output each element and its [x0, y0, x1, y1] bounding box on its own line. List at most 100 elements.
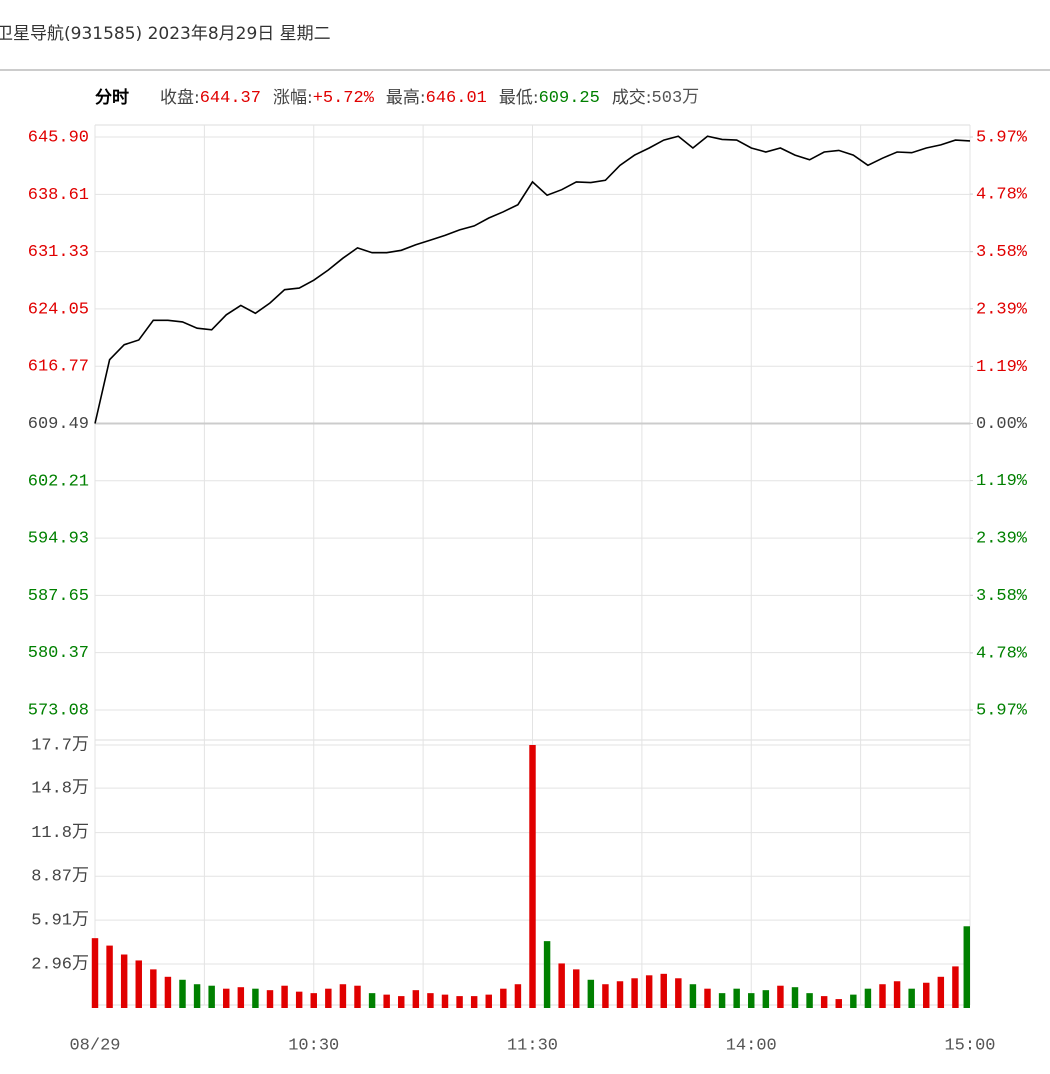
volume-bar — [573, 969, 580, 1008]
y-tick-label: 616.77 — [28, 358, 89, 377]
y2-tick-label: 1.19% — [976, 358, 1028, 377]
y-tick-label: 2.96万 — [31, 955, 89, 975]
volume-bar — [135, 960, 142, 1008]
volume-bar — [850, 994, 857, 1008]
volume-bar — [193, 984, 201, 1008]
info-label: 最低: — [499, 88, 539, 108]
volume-bar — [529, 745, 536, 1008]
volume-bar — [470, 996, 478, 1008]
volume-bar — [441, 994, 449, 1008]
y-tick-label: 587.65 — [28, 587, 89, 606]
y2-tick-label: 2.39% — [976, 300, 1028, 319]
volume-bar — [558, 963, 565, 1008]
volume-bar — [616, 981, 624, 1008]
volume-bar — [398, 996, 405, 1008]
volume-bar — [835, 999, 842, 1008]
volume-bar — [339, 984, 347, 1008]
y-tick-label: 8.87万 — [31, 867, 89, 887]
volume-bar — [893, 981, 901, 1008]
volume-bar — [456, 996, 463, 1008]
volume-bar — [543, 941, 551, 1008]
volume-bar — [718, 993, 726, 1008]
y-tick-label: 602.21 — [28, 472, 89, 491]
y2-tick-label: 5.97% — [976, 701, 1028, 720]
info-value: +5.72% — [313, 89, 375, 108]
volume-bar — [354, 985, 361, 1008]
y2-tick-label: 2.39% — [976, 530, 1028, 549]
info-value: 646.01 — [426, 89, 487, 108]
volume-bar — [806, 993, 813, 1008]
volume-bar — [266, 990, 274, 1008]
y-tick-label: 17.7万 — [31, 735, 89, 755]
y-tick-label: 14.8万 — [31, 779, 89, 799]
volume-bar — [602, 984, 609, 1008]
info-label: 最高: — [386, 88, 426, 108]
volume-bar — [237, 987, 245, 1008]
info-row: 收盘:644.37 涨幅:+5.72% 最高:646.01 最低:609.25 成交:5… — [160, 88, 699, 108]
volume-bar — [252, 988, 259, 1008]
info-label: 涨幅: — [273, 88, 313, 108]
y2-tick-label: 4.78% — [976, 186, 1028, 205]
volume-bar — [937, 976, 945, 1008]
volume-bar — [820, 996, 828, 1008]
y-tick-label: 638.61 — [28, 186, 89, 205]
volume-bar — [923, 982, 930, 1008]
info-label: 成交: — [612, 88, 652, 108]
volume-bar — [660, 973, 667, 1008]
y-tick-label: 645.90 — [28, 128, 89, 147]
y2-tick-label: 3.58% — [976, 587, 1028, 606]
volume-bar — [281, 985, 288, 1008]
y2-tick-label: 3.58% — [976, 243, 1028, 262]
volume-bar — [412, 990, 420, 1008]
volume-bar — [689, 984, 697, 1008]
volume-bar — [150, 969, 157, 1008]
y2-tick-label: 5.97% — [976, 128, 1028, 147]
volume-bar — [631, 978, 638, 1008]
y-tick-label: 11.8万 — [31, 823, 89, 843]
volume-bar — [791, 987, 799, 1008]
volume-bar — [179, 979, 186, 1008]
page-title: 卫星导航(931585) 2023年8月29日 星期二 — [0, 24, 331, 44]
y-tick-label: 624.05 — [28, 300, 89, 319]
volume-bar — [645, 975, 653, 1008]
volume-bar — [223, 988, 230, 1008]
volume-bar — [106, 945, 113, 1008]
volume-bar — [587, 979, 595, 1008]
volume-bar — [295, 991, 303, 1008]
y2-tick-label: 0.00% — [976, 415, 1028, 434]
x-tick-label: 15:00 — [944, 1036, 995, 1055]
volume-bar — [310, 993, 317, 1008]
y-tick-label: 5.91万 — [31, 911, 89, 931]
volume-bar — [91, 938, 99, 1008]
volume-bar — [514, 984, 522, 1008]
y-tick-label: 594.93 — [28, 530, 89, 549]
volume-bar — [748, 993, 755, 1008]
info-value: 609.25 — [539, 89, 600, 108]
volume-bar — [164, 976, 172, 1008]
volume-bar — [879, 984, 886, 1008]
x-tick-label: 14:00 — [726, 1036, 777, 1055]
volume-bar — [733, 988, 740, 1008]
y-tick-label: 573.08 — [28, 701, 89, 720]
y-tick-label: 631.33 — [28, 243, 89, 262]
volume-bar — [762, 990, 770, 1008]
volume-bar — [908, 988, 915, 1008]
y2-tick-label: 1.19% — [976, 472, 1028, 491]
x-tick-label: 11:30 — [507, 1036, 558, 1055]
volume-bar — [485, 994, 492, 1008]
volume-bar — [383, 994, 390, 1008]
y-tick-label: 580.37 — [28, 644, 89, 663]
volume-bar — [325, 988, 332, 1008]
info-label: 收盘: — [160, 88, 200, 108]
volume-bar — [208, 985, 215, 1008]
volume-bar — [952, 966, 959, 1008]
volume-bar — [500, 988, 507, 1008]
info-value: 503万 — [652, 88, 700, 108]
price-line — [94, 135, 971, 424]
volume-bar — [427, 993, 434, 1008]
y2-tick-label: 4.78% — [976, 644, 1028, 663]
x-tick-label: 10:30 — [288, 1036, 339, 1055]
y-tick-label: 609.49 — [28, 415, 89, 434]
